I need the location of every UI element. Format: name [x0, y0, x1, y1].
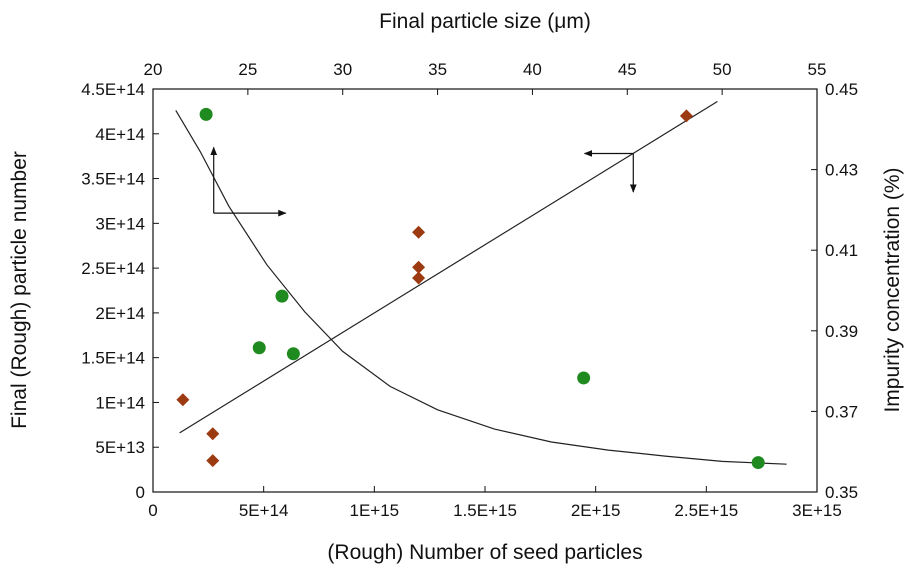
- data-markers: [176, 107, 765, 470]
- diamond-point: [206, 427, 220, 441]
- bottom-tick-label: 0: [148, 501, 157, 520]
- right-tick-label: 0.39: [825, 322, 858, 341]
- left-tick-label: 4.5E+14: [81, 80, 145, 99]
- right-tick-label: 0.45: [825, 80, 858, 99]
- left-tick-label: 2.5E+14: [81, 259, 145, 278]
- left-axis-title: Final (Rough) particle number: [8, 151, 31, 429]
- top-tick-label: 20: [144, 60, 163, 79]
- plot-frame: [152, 88, 818, 493]
- left-tick-label: 2E+14: [95, 304, 145, 323]
- bottom-tick-label: 2E+15: [571, 501, 621, 520]
- left-tick-label: 3E+14: [95, 214, 145, 233]
- left-tick-label: 1.5E+14: [81, 349, 145, 368]
- circle-point: [199, 107, 213, 121]
- left-tick-label: 3.5E+14: [81, 170, 145, 189]
- circle-point: [275, 289, 289, 303]
- top-axis-title: Final particle size (μm): [379, 10, 591, 33]
- right-axis-ticks: 0.35 0.37 0.39 0.41 0.43 0.45: [811, 80, 858, 502]
- top-axis-ticks: 20 25 30 35 40 45 50 55: [144, 60, 827, 95]
- top-tick-label: 30: [333, 60, 352, 79]
- top-tick-label: 55: [808, 60, 827, 79]
- left-tick-label: 1E+14: [95, 393, 145, 412]
- diamond-point: [206, 454, 220, 468]
- top-tick-label: 45: [618, 60, 637, 79]
- top-tick-label: 40: [523, 60, 542, 79]
- diamond-point: [412, 260, 426, 274]
- diamond-point: [412, 225, 426, 239]
- left-tick-label: 0: [136, 483, 145, 502]
- circle-point: [751, 456, 765, 470]
- diamond-point: [176, 393, 190, 407]
- top-tick-label: 25: [238, 60, 257, 79]
- bottom-tick-label: 2.5E+15: [674, 501, 738, 520]
- axis-arrows: [210, 146, 637, 217]
- circle-point: [577, 371, 591, 385]
- circle-point: [286, 347, 300, 361]
- left-tick-label: 5E+13: [95, 438, 145, 457]
- bottom-axis-ticks: 0 5E+14 1E+15 1.5E+15 2E+15 2.5E+15 3E+15: [148, 486, 842, 520]
- fit-line-1: [179, 100, 718, 434]
- left-axis-ticks: 0 5E+13 1E+14 1.5E+14 2E+14 2.5E+14 3E+14 3.5E+…: [81, 80, 159, 502]
- right-axis-title: Impurity concentration (%): [881, 167, 904, 412]
- bottom-tick-label: 5E+14: [239, 501, 289, 520]
- right-tick-label: 0.43: [825, 161, 858, 180]
- circle-point: [252, 341, 266, 355]
- right-tick-label: 0.35: [825, 483, 858, 502]
- left-tick-label: 4E+14: [95, 125, 145, 144]
- diamond-point: [412, 271, 426, 285]
- fit-line-2: [175, 110, 787, 465]
- diamond-point: [679, 109, 693, 123]
- right-tick-label: 0.41: [825, 241, 858, 260]
- fit-lines: [175, 100, 787, 465]
- bottom-tick-label: 3E+15: [792, 501, 842, 520]
- top-tick-label: 35: [428, 60, 447, 79]
- bottom-axis-title: (Rough) Number of seed particles: [327, 541, 642, 564]
- bottom-tick-label: 1.5E+15: [453, 501, 517, 520]
- bottom-tick-label: 1E+15: [350, 501, 400, 520]
- right-tick-label: 0.37: [825, 402, 858, 421]
- top-tick-label: 50: [713, 60, 732, 79]
